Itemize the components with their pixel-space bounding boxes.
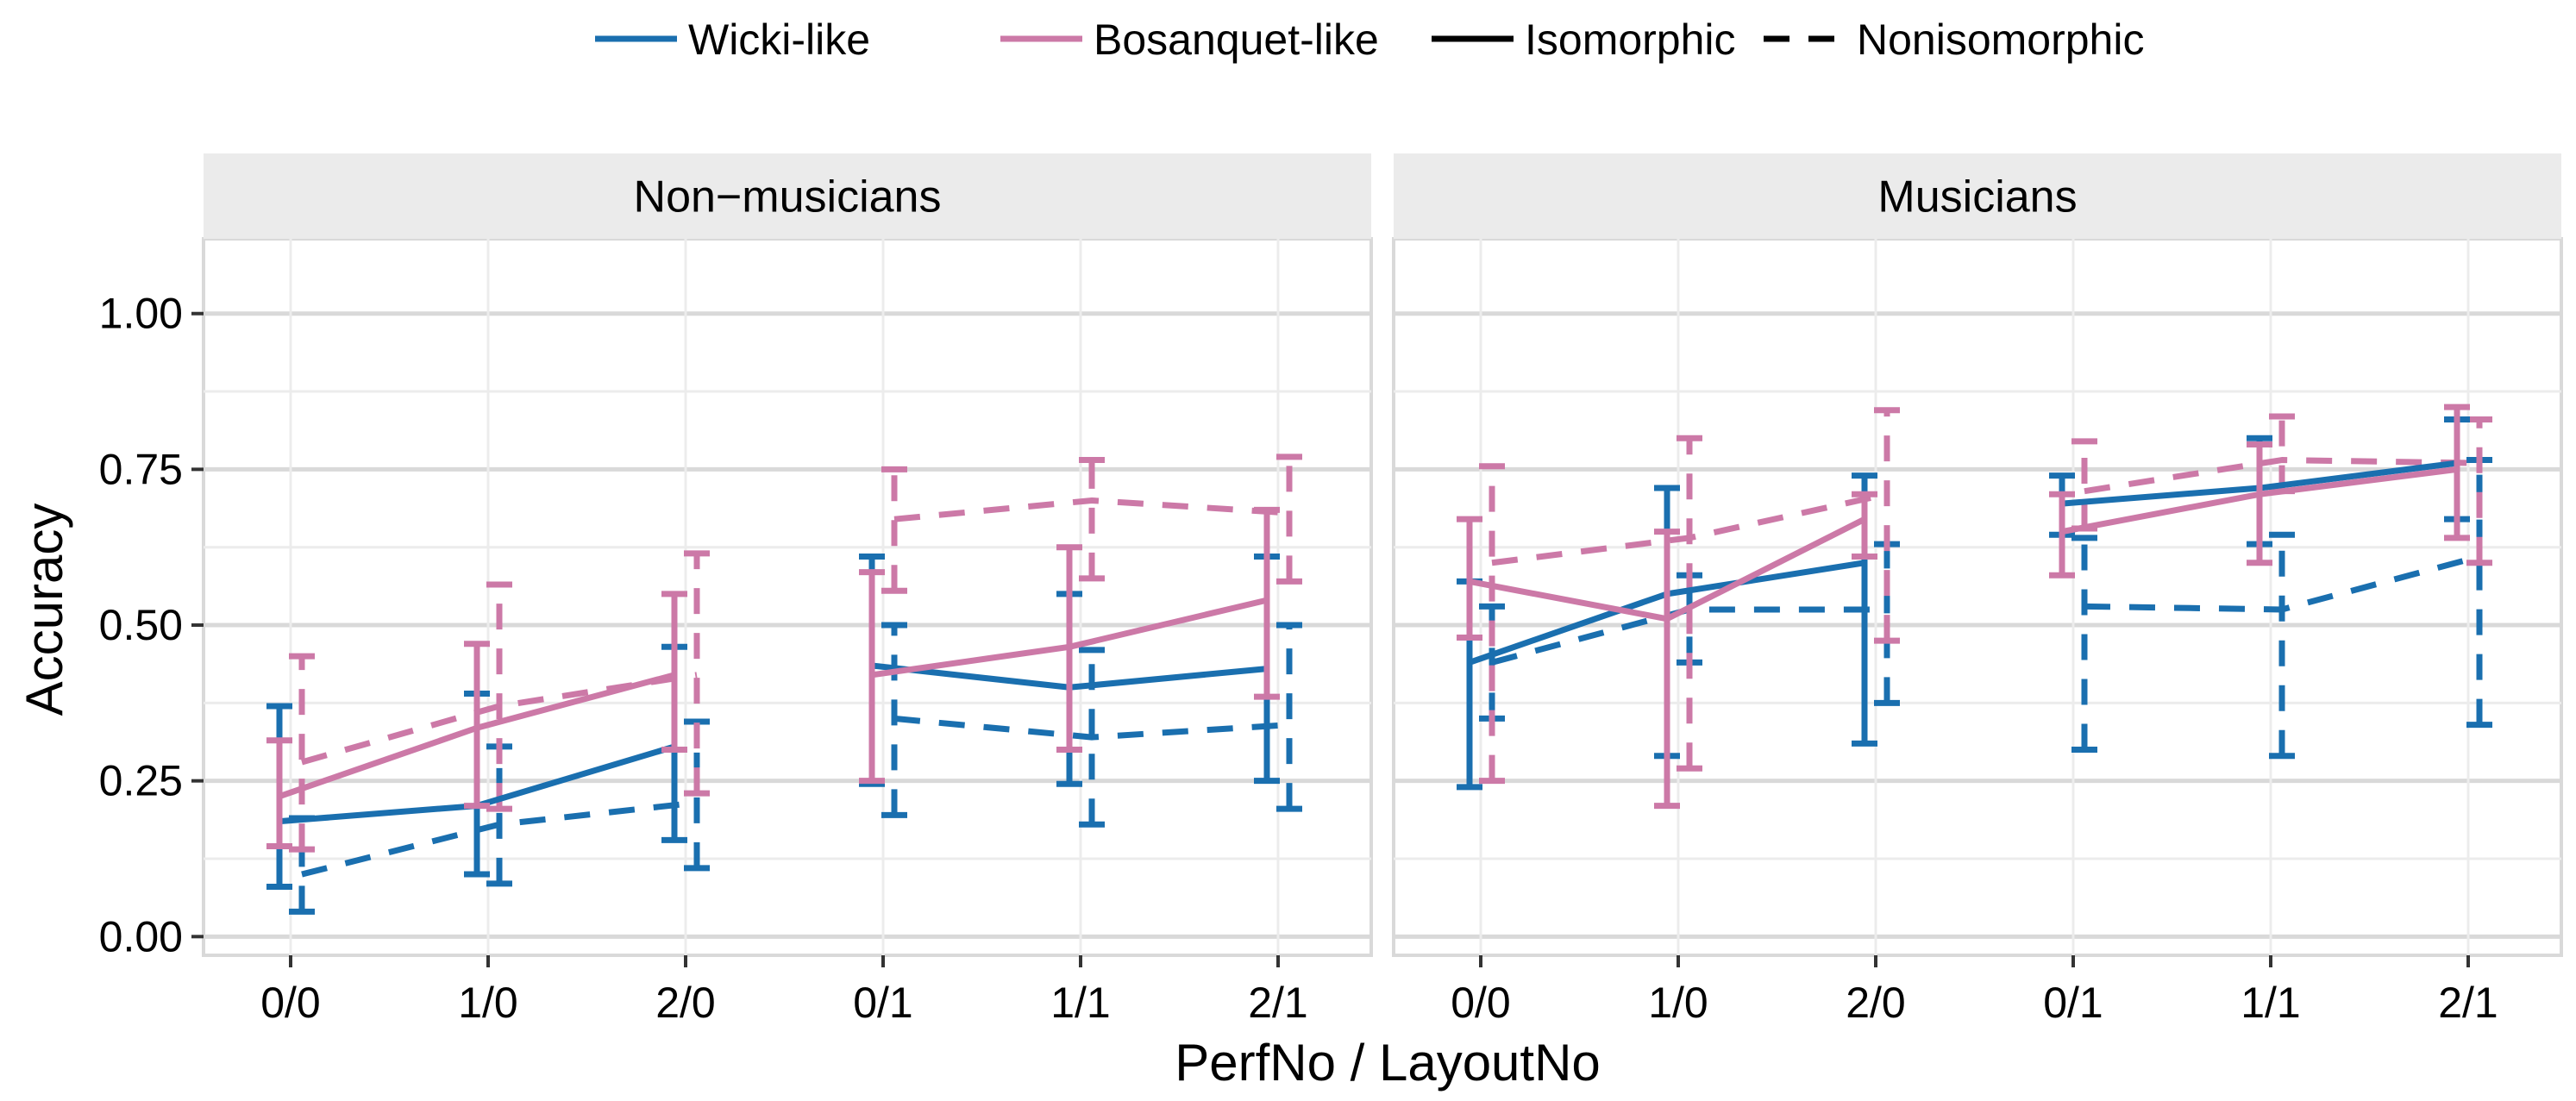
x-tick-label: 1/0 <box>458 979 518 1027</box>
error-bar <box>1276 454 1302 585</box>
y-tick-label: 0.25 <box>99 757 183 805</box>
series-line <box>893 497 1290 522</box>
error-bar <box>2269 531 2295 760</box>
series-bosanquet-like-nonisomorphic <box>1479 407 2492 785</box>
x-tick-label: 1/0 <box>1648 979 1708 1027</box>
error-bar <box>2466 416 2492 566</box>
legend-entry-isomorphic: Isomorphic <box>1432 16 1736 64</box>
legend-label: Wicki-like <box>688 16 870 64</box>
error-bar <box>2071 535 2097 754</box>
panel-non-musicians: Non−musicians <box>202 153 1373 957</box>
error-bar <box>1479 463 1505 785</box>
series-line <box>2084 457 2480 495</box>
facet-panels: Non−musicians Musicians <box>202 153 2563 957</box>
error-bar <box>2247 441 2272 566</box>
x-tick-label: 2/0 <box>655 979 716 1027</box>
error-bar <box>1457 516 1482 641</box>
y-axis-title: Accuracy <box>16 504 73 716</box>
x-axis: 0/0 1/0 2/0 0/1 1/1 2/1 0/0 1/0 2/0 0/1 1/1 2/1 <box>260 955 2498 1027</box>
gridlines <box>204 239 1371 955</box>
series-line <box>2061 466 2458 535</box>
series-line <box>278 672 675 800</box>
y-tick-label: 1.00 <box>99 290 183 338</box>
error-bar <box>1079 647 1105 828</box>
error-bar <box>1079 457 1105 582</box>
y-tick-label: 0.50 <box>99 601 183 649</box>
error-bar <box>486 581 512 812</box>
error-bar <box>289 653 315 853</box>
x-tick-label: 1/1 <box>1050 979 1111 1027</box>
error-bar <box>661 591 687 754</box>
y-tick-label: 0.75 <box>99 445 183 493</box>
y-tick-label: 0.00 <box>99 912 183 960</box>
series-line <box>871 597 1268 679</box>
x-tick-label: 0/0 <box>1451 979 1511 1027</box>
error-bar <box>684 718 710 872</box>
gridlines <box>1394 239 2561 955</box>
facet-strip-label: Non−musicians <box>634 172 942 222</box>
series-bosanquet-like-isomorphic <box>266 506 1280 850</box>
series-line <box>301 799 698 878</box>
series-line <box>893 715 1290 741</box>
legend-entry-wicki-like: Wicki-like <box>595 16 870 64</box>
error-bar <box>1276 622 1302 812</box>
legend-entry-bosanquet-like: Bosanquet-like <box>1000 16 1379 64</box>
x-tick-label: 1/1 <box>2241 979 2301 1027</box>
error-bar <box>2049 491 2075 579</box>
series-bosanquet-like-isomorphic <box>1457 403 2470 810</box>
error-bar <box>2444 403 2470 541</box>
series-line <box>2084 554 2480 613</box>
error-bar <box>1852 491 1877 560</box>
series-line <box>1469 516 1866 622</box>
facet-strip-label: Musicians <box>1877 172 2077 222</box>
legend-entry-nonisomorphic: Nonisomorphic <box>1764 16 2144 64</box>
facet-strip <box>1394 153 2561 239</box>
series-line <box>1491 491 1888 566</box>
x-tick-label: 2/1 <box>2438 979 2498 1027</box>
error-bar <box>859 569 885 785</box>
x-tick-label: 0/1 <box>2043 979 2103 1027</box>
x-tick-label: 2/0 <box>1846 979 1906 1027</box>
legend-label: Bosanquet-like <box>1094 16 1379 64</box>
x-tick-label: 0/0 <box>260 979 321 1027</box>
error-bar <box>881 466 907 594</box>
error-bar <box>684 550 710 797</box>
error-bar <box>1677 435 1702 772</box>
x-axis-title: PerfNo / LayoutNo <box>1175 1034 1601 1092</box>
panel-background <box>1392 237 2563 957</box>
panel-background <box>202 237 1373 957</box>
y-axis: 0.00 0.25 0.50 0.75 1.00 <box>99 290 204 960</box>
panel-musicians: Musicians <box>1392 153 2563 957</box>
error-bar <box>1874 407 1900 644</box>
legend-label: Nonisomorphic <box>1857 16 2144 64</box>
x-tick-label: 0/1 <box>853 979 913 1027</box>
error-bar <box>1654 529 1680 810</box>
error-bar <box>1254 506 1280 700</box>
facet-strip <box>204 153 1371 239</box>
legend: Wicki-like Bosanquet-like Isomorphic Noniso… <box>595 16 2144 64</box>
legend-label: Isomorphic <box>1525 16 1736 64</box>
x-tick-label: 2/1 <box>1248 979 1308 1027</box>
